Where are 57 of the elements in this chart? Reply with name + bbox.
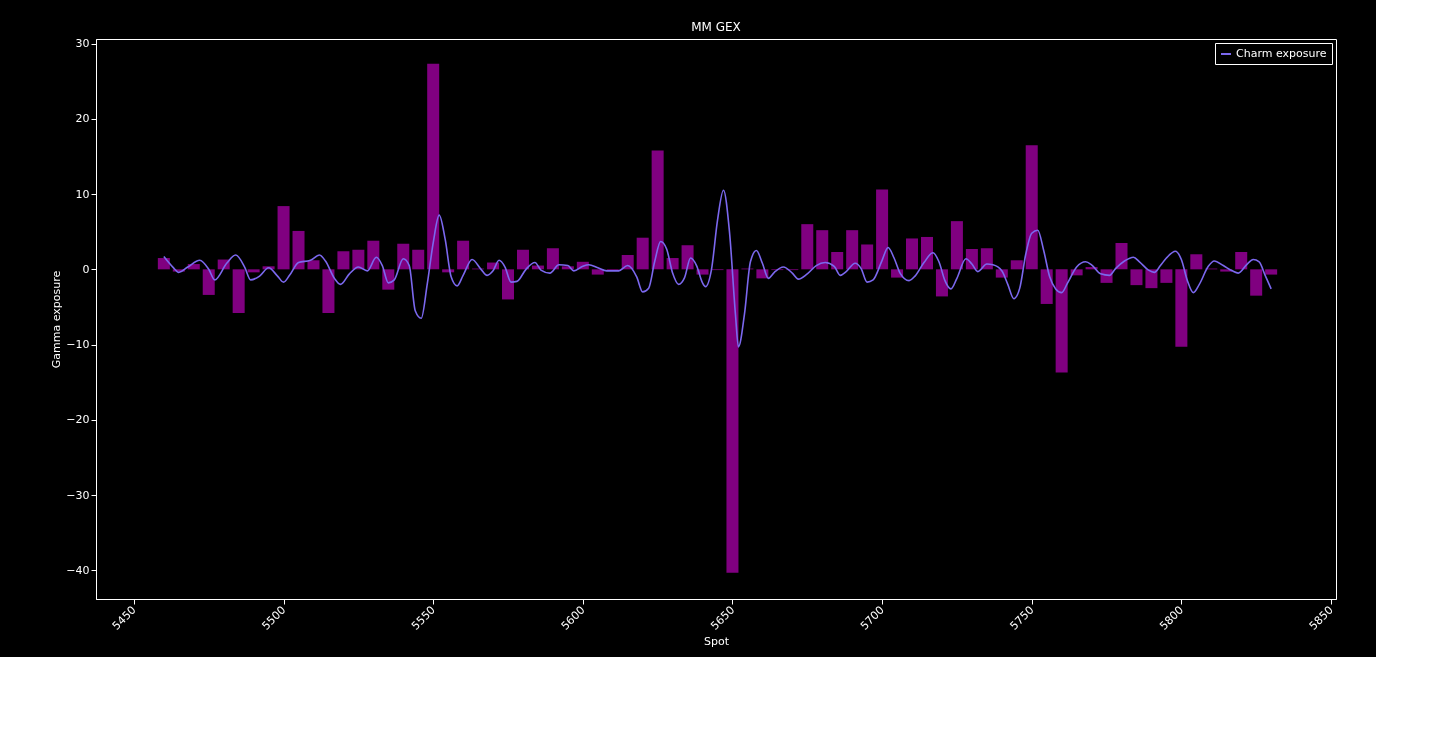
bar: [1145, 269, 1158, 289]
bar: [846, 230, 859, 270]
bar: [1265, 269, 1278, 275]
bar: [337, 251, 350, 270]
y-tick-label: −30: [66, 488, 90, 502]
bar: [457, 240, 470, 270]
y-tick-label: −10: [66, 338, 90, 352]
bar: [876, 189, 889, 270]
bar: [412, 249, 425, 270]
y-tick-label: 10: [75, 187, 90, 201]
y-tick-label: −40: [66, 563, 90, 577]
bar: [920, 236, 933, 270]
bar: [232, 269, 245, 313]
bar: [636, 237, 649, 270]
bar: [801, 224, 814, 270]
bar: [502, 269, 515, 300]
bar: [427, 63, 440, 270]
bar: [1235, 252, 1248, 270]
bar: [1160, 269, 1173, 283]
x-axis-title: Spot: [703, 634, 730, 648]
y-tick-label: −20: [66, 413, 90, 427]
bar: [352, 249, 365, 270]
y-tick-label: 30: [75, 37, 90, 51]
bar: [1025, 145, 1038, 270]
bar: [1130, 269, 1143, 286]
bar: [726, 269, 739, 573]
bar: [651, 150, 664, 270]
bar: [1115, 242, 1128, 270]
bar: [1055, 269, 1068, 373]
bar: [935, 269, 948, 297]
bar: [861, 244, 874, 270]
y-tick-label: 0: [82, 262, 90, 276]
bar: [816, 230, 829, 270]
bar: [1040, 269, 1053, 304]
legend-label: Charm exposure: [1236, 47, 1327, 60]
line-series: [163, 189, 1272, 348]
bar: [516, 249, 529, 270]
bar: [1175, 269, 1188, 347]
bar: [1010, 260, 1023, 270]
bar: [906, 238, 919, 270]
bar: [307, 260, 320, 270]
bar: [292, 230, 305, 270]
bar: [247, 269, 260, 273]
bar: [277, 206, 290, 270]
bar: [831, 252, 844, 270]
bar: [681, 245, 694, 270]
bar: [367, 240, 380, 270]
bar: [591, 269, 604, 275]
y-tick-label: 20: [75, 112, 90, 126]
bar: [546, 248, 559, 270]
bar: [202, 269, 215, 295]
bar: [950, 221, 963, 270]
y-axis-title: Gamma exposure: [50, 270, 64, 369]
bar: [322, 269, 335, 313]
bar: [1190, 254, 1203, 270]
chart-title: MM GEX: [691, 19, 741, 34]
bar: [1250, 269, 1263, 296]
